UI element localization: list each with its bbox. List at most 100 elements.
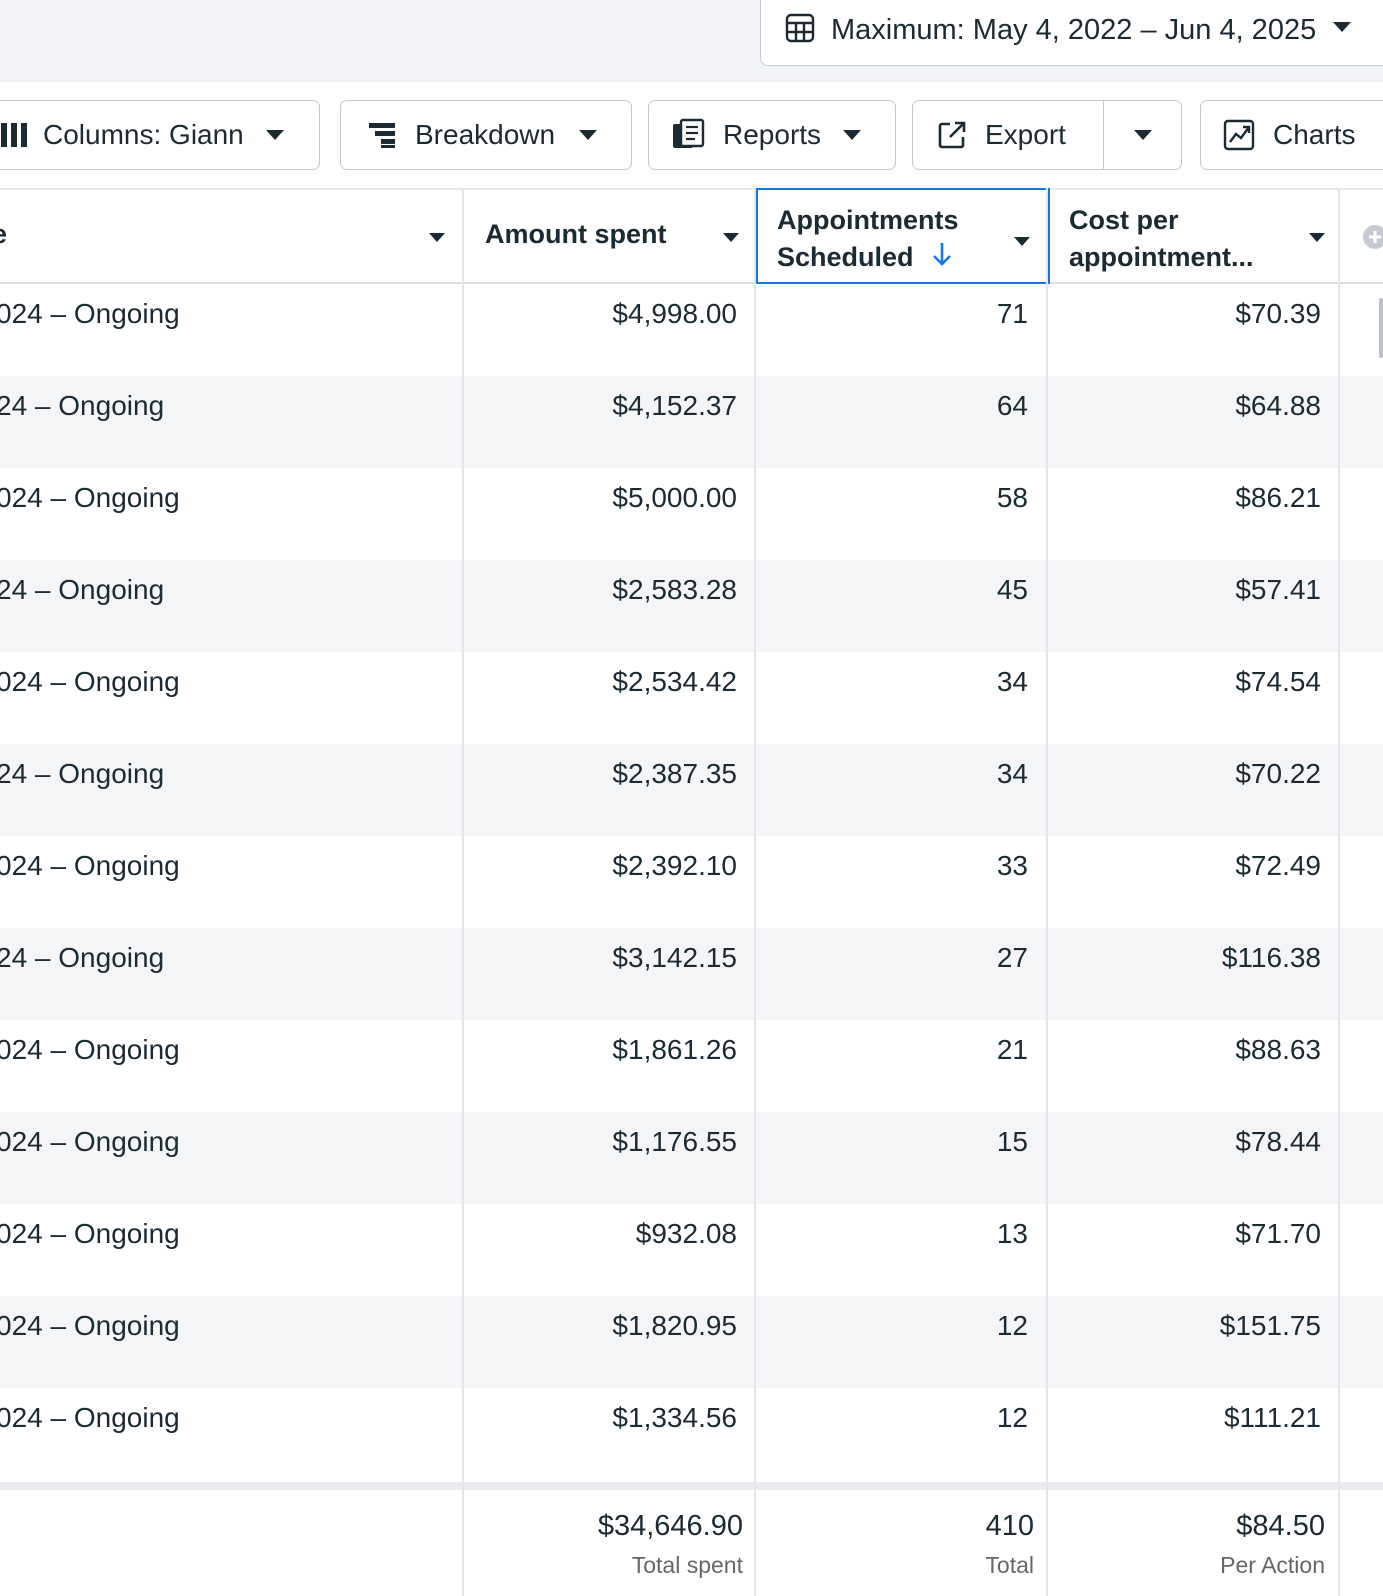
chevron-down-icon [265, 130, 284, 140]
column-divider [1338, 188, 1340, 1596]
table-row[interactable]: 024 – Ongoing $2,534.42 34 $74.54 [0, 652, 1383, 744]
cell-amount-spent: $2,387.35 [612, 758, 737, 789]
chevron-down-icon[interactable] [429, 233, 445, 242]
cell-amount-spent: $4,152.37 [612, 390, 737, 421]
export-menu-button[interactable] [1103, 100, 1182, 170]
column-divider [754, 188, 756, 1596]
cell-schedule: 024 – Ongoing [0, 850, 180, 881]
cell-amount-spent: $2,392.10 [612, 850, 737, 881]
cell-schedule: 24 – Ongoing [0, 390, 165, 421]
cell-cost-per-appointment: $111.21 [1223, 1402, 1321, 1433]
cell-schedule: 024 – Ongoing [0, 298, 180, 329]
breakdown-button[interactable]: Breakdown [340, 100, 632, 170]
table-row[interactable]: 024 – Ongoing $932.08 13 $71.70 [0, 1204, 1383, 1296]
breakdown-icon [367, 120, 397, 150]
table-row[interactable]: 024 – Ongoing $4,998.00 71 $70.39 [0, 284, 1383, 376]
export-icon [937, 120, 967, 150]
cell-schedule: 024 – Ongoing [0, 1218, 180, 1249]
cell-appointments: 12 [996, 1310, 1028, 1341]
breakdown-label: Breakdown [415, 119, 556, 150]
cell-appointments: 64 [996, 390, 1028, 421]
cell-cost-per-appointment: $72.49 [1235, 850, 1321, 881]
cell-appointments: 34 [996, 666, 1028, 697]
cell-cost-per-appointment: $57.41 [1235, 574, 1321, 605]
summary-divider [0, 1482, 1383, 1490]
export-button[interactable]: Export [912, 100, 1104, 170]
cell-amount-spent: $932.08 [635, 1218, 737, 1249]
cell-amount-spent: $2,534.42 [612, 666, 737, 697]
cell-cost-per-appointment: $86.21 [1235, 482, 1321, 513]
summary-appointments-label: Total [985, 1552, 1034, 1578]
summary-amount-value: $34,646.90 [597, 1510, 743, 1542]
cell-schedule: 024 – Ongoing [0, 1310, 180, 1341]
charts-label: Charts [1273, 119, 1356, 150]
header-cost-per-appointment[interactable]: Cost per appointment... [1049, 190, 1343, 284]
header-appointments-scheduled[interactable]: Appointments Scheduled [756, 188, 1050, 284]
chevron-down-icon[interactable] [1309, 233, 1325, 242]
date-range-label: Maximum: May 4, 2022 – Jun 4, 2025 [831, 13, 1317, 46]
table-row[interactable]: 024 – Ongoing $1,861.26 21 $88.63 [0, 1020, 1383, 1112]
add-column-icon[interactable] [1362, 224, 1383, 255]
table-row[interactable]: 24 – Ongoing $4,152.37 64 $64.88 [0, 376, 1383, 468]
cell-cost-per-appointment: $71.70 [1235, 1218, 1321, 1249]
cell-amount-spent: $1,861.26 [612, 1034, 737, 1065]
cell-schedule: 024 – Ongoing [0, 1402, 180, 1433]
cell-appointments: 58 [996, 482, 1028, 513]
summary-cost-value: $84.50 [1236, 1510, 1325, 1542]
cell-appointments: 12 [996, 1402, 1028, 1433]
cell-amount-spent: $2,583.28 [612, 574, 737, 605]
cell-schedule: 024 – Ongoing [0, 482, 180, 513]
cell-cost-per-appointment: $74.54 [1235, 666, 1321, 697]
cell-cost-per-appointment: $116.38 [1221, 942, 1321, 973]
chevron-down-icon[interactable] [723, 233, 739, 242]
top-bar: Maximum: May 4, 2022 – Jun 4, 2025 [0, 0, 1383, 82]
cell-appointments: 13 [996, 1218, 1028, 1249]
column-divider [1046, 188, 1048, 1596]
header-schedule[interactable]: e [0, 190, 462, 284]
table-row[interactable]: 024 – Ongoing $1,334.56 12 $111.21 [0, 1388, 1383, 1480]
sort-down-arrow-icon [931, 240, 953, 277]
charts-button[interactable]: Charts [1200, 100, 1383, 170]
cell-appointments: 21 [996, 1034, 1028, 1065]
table-header: e Amount spent Appointments Scheduled [0, 188, 1383, 284]
table-row[interactable]: 24 – Ongoing $3,142.15 27 $116.38 [0, 928, 1383, 1020]
results-table: 024 – Ongoing $4,998.00 71 $70.39 24 – Ongoi… [0, 188, 1383, 1596]
export-label: Export [985, 119, 1066, 150]
vertical-scrollbar[interactable] [1379, 298, 1383, 358]
summary-appointments-value: 410 [985, 1510, 1034, 1542]
table-row[interactable]: 024 – Ongoing $1,820.95 12 $151.75 [0, 1296, 1383, 1388]
cell-schedule: 24 – Ongoing [0, 574, 165, 605]
table-row[interactable]: 024 – Ongoing $2,392.10 33 $72.49 [0, 836, 1383, 928]
table-row[interactable]: 024 – Ongoing $1,176.55 15 $78.44 [0, 1112, 1383, 1204]
cell-cost-per-appointment: $88.63 [1235, 1034, 1321, 1065]
columns-label: Columns: Giann [43, 119, 244, 150]
cell-schedule: 24 – Ongoing [0, 758, 165, 789]
columns-icon [1, 123, 27, 147]
cell-amount-spent: $1,820.95 [612, 1310, 737, 1341]
cell-appointments: 27 [996, 942, 1028, 973]
chevron-down-icon[interactable] [1014, 237, 1030, 246]
table-row[interactable]: 24 – Ongoing $2,387.35 34 $70.22 [0, 744, 1383, 836]
date-range-picker[interactable]: Maximum: May 4, 2022 – Jun 4, 2025 [760, 0, 1383, 66]
cell-amount-spent: $1,334.56 [612, 1402, 737, 1433]
cell-appointments: 33 [996, 850, 1028, 881]
column-divider [462, 188, 464, 1596]
summary-amount-label: Total spent [631, 1552, 743, 1578]
header-amount-spent[interactable]: Amount spent [464, 190, 758, 284]
header-appointments-label-line2: Scheduled [777, 242, 914, 272]
header-cost-label-line1: Cost per [1069, 205, 1179, 235]
header-amount-label: Amount spent [485, 219, 667, 249]
cell-cost-per-appointment: $151.75 [1219, 1310, 1321, 1341]
chevron-down-icon [579, 130, 598, 140]
chevron-down-icon [1333, 22, 1351, 32]
cell-cost-per-appointment: $70.22 [1235, 758, 1321, 789]
cell-appointments: 34 [996, 758, 1028, 789]
calendar-table-icon [785, 13, 815, 48]
cell-schedule: 24 – Ongoing [0, 942, 165, 973]
reports-button[interactable]: Reports [648, 100, 896, 170]
cell-cost-per-appointment: $64.88 [1235, 390, 1321, 421]
table-row[interactable]: 24 – Ongoing $2,583.28 45 $57.41 [0, 560, 1383, 652]
toolbar: Columns: Giann Breakdown [0, 100, 1383, 170]
columns-button[interactable]: Columns: Giann [0, 100, 320, 170]
table-row[interactable]: 024 – Ongoing $5,000.00 58 $86.21 [0, 468, 1383, 560]
